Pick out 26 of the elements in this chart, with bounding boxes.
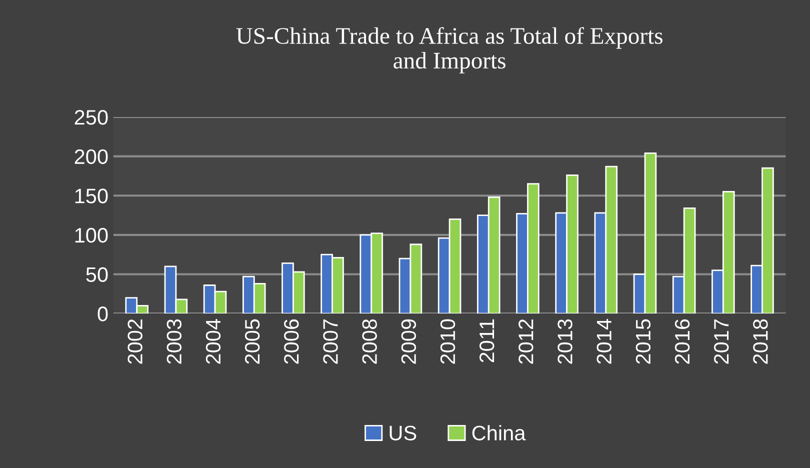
x-tick-label: 2008 [362, 319, 377, 364]
x-tick-label: 2017 [714, 319, 729, 364]
x-tick-label: 2006 [284, 319, 299, 364]
x-tick-label: 2004 [206, 319, 221, 364]
y-tick-label: 100 [75, 228, 108, 243]
x-tick-label: 2010 [440, 319, 456, 364]
legend-label: US [390, 426, 416, 440]
legend-label: China [472, 425, 526, 440]
x-tick-label: 2018 [753, 319, 768, 364]
y-tick-label: 50 [86, 267, 108, 282]
x-tick-label: 2011 [479, 319, 494, 362]
y-tick-label: 150 [75, 188, 108, 204]
x-tick-label: 2016 [674, 319, 690, 364]
x-tick-label: 2009 [401, 319, 416, 364]
x-tick-label: 2007 [323, 319, 338, 364]
x-tick-label: 2012 [518, 319, 534, 364]
y-tick-label: 200 [74, 149, 108, 164]
x-tick-label: 2003 [166, 319, 182, 364]
x-tick-label: 2014 [596, 319, 612, 364]
x-tick-label: 2005 [244, 319, 260, 364]
x-tick-label: 2013 [558, 319, 572, 364]
y-tick-label: 250 [74, 110, 108, 125]
chart-title: US-China Trade to Africa as Total of Exports and Imports [236, 27, 662, 74]
x-tick-label: 2002 [128, 319, 142, 364]
y-tick-label: 0 [98, 306, 108, 322]
x-tick-label: 2015 [636, 319, 651, 364]
